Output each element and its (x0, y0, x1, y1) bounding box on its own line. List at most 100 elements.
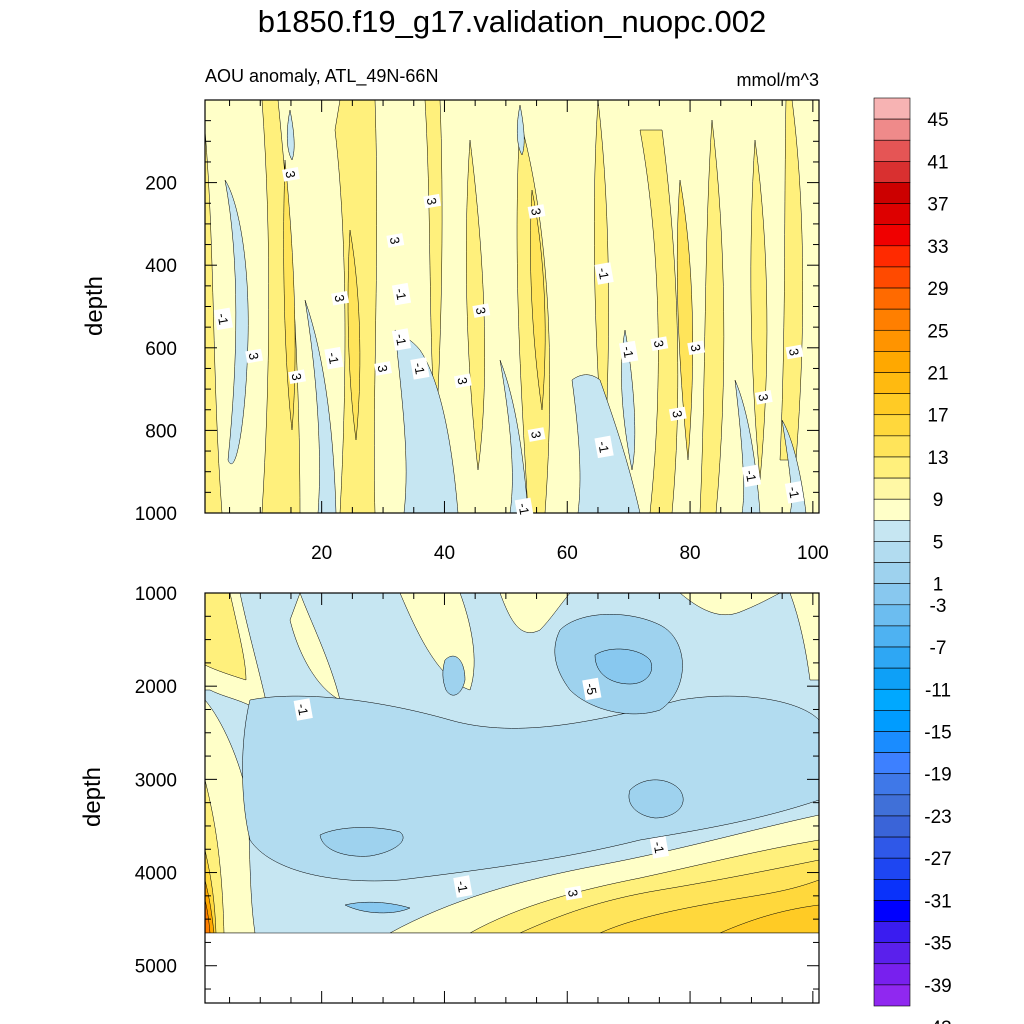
contour-label: -5 (582, 677, 602, 701)
contour-label: 3 (374, 361, 392, 376)
contour-label: -1 (391, 328, 412, 351)
colorbar-swatch (873, 182, 911, 204)
contour-label-bg (649, 836, 669, 859)
colorbar-label: 25 (927, 321, 948, 342)
contour-label-text: -1 (393, 287, 410, 301)
colorbar-label: 37 (927, 195, 948, 216)
contour-label-bg (213, 307, 234, 331)
colorbar-label: 33 (927, 237, 948, 258)
top-band-negative (621, 329, 636, 471)
contour-label-text: 3 (565, 888, 581, 898)
colorbar-swatch (873, 688, 911, 711)
top-y-axis-label: depth (81, 276, 108, 336)
colorbar-label: 5 (933, 532, 944, 553)
contour-label-bg (594, 435, 614, 459)
contour-label-text: -1 (411, 362, 428, 376)
contour-label-text: -1 (595, 267, 612, 281)
contour-label-bg (564, 885, 583, 901)
contour-label: -1 (741, 464, 762, 488)
contour-label: 3 (453, 373, 472, 389)
y-tick-label: 600 (145, 339, 177, 360)
contour-label-bg (472, 303, 491, 318)
colorbar-swatch (873, 921, 911, 943)
colorbar-swatch (873, 224, 911, 247)
colorbar-label: 45 (927, 110, 948, 131)
contour-label-bg (374, 361, 392, 376)
y-tick-label: 800 (145, 421, 177, 442)
contour-label-bg (453, 875, 473, 898)
contour-label-text: -1 (515, 502, 532, 516)
top-y-ticks: 200 400 600 800 1000 (135, 99, 819, 525)
contour-label-text: -1 (294, 703, 311, 717)
contour-label: 3 (754, 390, 773, 405)
contour-label-bg (741, 464, 762, 488)
colorbar-label: -27 (924, 849, 951, 870)
bottom-band-negative (594, 648, 652, 685)
contour-label-text: 3 (332, 293, 348, 303)
contour-label-text: 3 (387, 236, 403, 246)
colorbar-label: 9 (933, 490, 944, 511)
contour-label-bg (410, 357, 430, 380)
colorbar-label: -3 (930, 596, 947, 617)
contour-label-text: -1 (650, 840, 667, 854)
x-tick-label: 60 (557, 543, 578, 564)
contour-label: -1 (213, 307, 234, 331)
colorbar-swatch (873, 710, 911, 732)
top-band-positive (699, 119, 725, 513)
colorbar-swatch (873, 984, 911, 1007)
x-tick-label: 40 (434, 543, 455, 564)
contour-label: -1 (619, 340, 639, 364)
y-tick-label: 4000 (135, 864, 177, 885)
contour-label-text: -1 (743, 469, 760, 483)
contour-label: 3 (785, 344, 804, 360)
contour-label-text: 3 (688, 343, 704, 353)
contour-label: -1 (514, 497, 534, 521)
bottom-panel: 1000 2000 3000 4000 5000 -1 -5 -1 -1 3 depth (79, 584, 820, 1004)
colorbar-swatch (873, 815, 911, 838)
colorbar-label: -15 (924, 722, 951, 743)
contour-label: -1 (453, 875, 473, 898)
colorbar-swatch (873, 794, 911, 817)
top-contour-field (205, 100, 819, 513)
contour-label-text: -1 (215, 312, 232, 326)
contour-label-bg (594, 262, 614, 285)
contour-label: -1 (649, 836, 669, 859)
colorbar-swatch (873, 731, 911, 753)
colorbar-label: 41 (927, 152, 948, 173)
top-x-ticks: 20 40 60 80 100 (229, 100, 829, 564)
contour-label-bg (527, 204, 546, 219)
top-subtitle: AOU anomaly, ATL_49N-66N (205, 66, 438, 87)
contour-label-bg (245, 348, 264, 364)
colorbar-swatch (873, 97, 911, 120)
contour-label: 3 (527, 427, 546, 442)
contour-label-bg (527, 427, 546, 442)
colorbar-swatch (873, 963, 911, 986)
colorbar-swatch (873, 900, 911, 922)
top-band-negative (287, 109, 295, 161)
colorbar-swatch (873, 329, 911, 352)
contour-label: -1 (324, 346, 344, 370)
colorbar-swatch (873, 414, 911, 437)
colorbar-swatch (873, 583, 911, 606)
contour-label-bg (391, 282, 412, 306)
contour-label-bg (754, 390, 773, 405)
bottom-contour-field (205, 593, 819, 1003)
top-band-negative (224, 179, 249, 465)
contour-label: -1 (293, 698, 313, 721)
contour-label-bg (331, 290, 350, 306)
top-band-positive (530, 189, 546, 411)
contour-label: 3 (668, 406, 687, 422)
contour-label-text: 3 (246, 351, 262, 361)
colorbar-swatch (873, 942, 911, 965)
x-tick-label: 80 (679, 543, 700, 564)
contour-label-bg (282, 167, 300, 182)
contour-label-text: -5 (583, 682, 600, 696)
contour-label: 3 (564, 885, 583, 901)
contour-label-bg (288, 369, 307, 385)
contour-label-text: -1 (393, 333, 410, 347)
contour-label: -1 (594, 262, 614, 285)
bottom-x-ticks (229, 593, 814, 1003)
contour-label-text: 3 (454, 376, 470, 386)
colorbar-swatch (873, 266, 911, 289)
y-tick-label: 400 (145, 256, 177, 277)
